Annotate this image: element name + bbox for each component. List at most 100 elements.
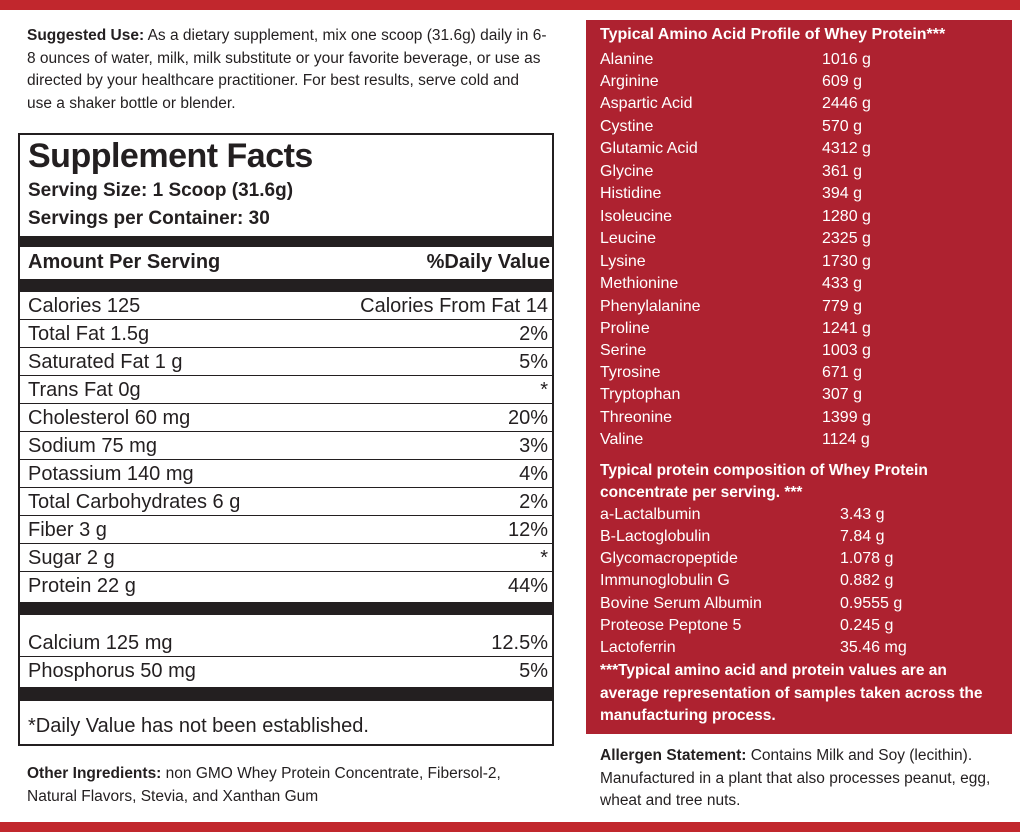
thick-divider xyxy=(20,236,552,247)
nutrient-label: Cholesterol 60 mg xyxy=(28,407,191,429)
amino-name: Glycine xyxy=(600,163,654,180)
amino-value: 1241 g xyxy=(822,320,871,337)
bottom-red-bar xyxy=(0,822,1020,832)
amino-name: Glutamic Acid xyxy=(600,140,698,157)
mineral-row: Calcium 125 mg 12.5% xyxy=(20,629,552,657)
protein-value: 0.9555 g xyxy=(840,595,903,612)
other-ingredients-text: Other Ingredients: non GMO Whey Protein … xyxy=(27,762,547,808)
nutrient-label: Fiber 3 g xyxy=(28,519,107,541)
nutrient-label: Trans Fat 0g xyxy=(28,379,141,401)
protein-value: 35.46 mg xyxy=(840,639,907,656)
amino-name: Methionine xyxy=(600,275,679,292)
nutrient-row: Fiber 3 g 12% xyxy=(20,516,552,544)
nutrient-row: Cholesterol 60 mg 20% xyxy=(20,404,552,432)
amount-per-serving-header: Amount Per Serving xyxy=(28,251,221,273)
amino-value: 1124 g xyxy=(822,431,870,448)
other-ingredients-label: Other Ingredients: xyxy=(27,765,162,782)
nutrient-row: Saturated Fat 1 g 5% xyxy=(20,348,552,376)
nutrient-value: 2% xyxy=(519,323,548,345)
servings-per-container: Servings per Container: 30 xyxy=(28,208,270,229)
amino-value: 609 g xyxy=(822,73,863,90)
amino-value: 361 g xyxy=(822,163,863,180)
amino-name: Histidine xyxy=(600,185,662,202)
nutrient-label: Protein 22 g xyxy=(28,575,136,597)
amino-name: Tyrosine xyxy=(600,364,661,381)
mineral-label: Phosphorus 50 mg xyxy=(28,660,196,682)
nutrient-row: Trans Fat 0g * xyxy=(20,376,552,404)
protein-name: Proteose Peptone 5 xyxy=(600,617,742,634)
nutrient-label: Total Fat 1.5g xyxy=(28,323,150,345)
nutrient-label: Sodium 75 mg xyxy=(28,435,157,457)
suggested-use-label: Suggested Use: xyxy=(27,27,145,44)
nutrient-row: Potassium 140 mg 4% xyxy=(20,460,552,488)
daily-value-footnote: *Daily Value has not been established. xyxy=(28,715,369,737)
protein-value: 1.078 g xyxy=(840,550,894,567)
mineral-value: 5% xyxy=(519,660,548,682)
protein-name: Bovine Serum Albumin xyxy=(600,595,762,612)
protein-value: 0.882 g xyxy=(840,572,894,589)
protein-value: 7.84 g xyxy=(840,528,885,545)
protein-name: a-Lactalbumin xyxy=(600,506,701,523)
nutrient-value: Calories From Fat 14 xyxy=(360,295,548,317)
amino-value: 1399 g xyxy=(822,409,871,426)
nutrient-label: Potassium 140 mg xyxy=(28,463,194,485)
protein-name: B-Lactoglobulin xyxy=(600,528,711,545)
nutrient-value: 20% xyxy=(507,407,548,429)
nutrient-row: Total Carbohydrates 6 g 2% xyxy=(20,488,552,516)
amino-profile-title: Typical Amino Acid Profile of Whey Prote… xyxy=(600,26,946,43)
mineral-label: Calcium 125 mg xyxy=(28,632,173,654)
protein-composition-title: Typical protein composition of Whey Prot… xyxy=(600,462,928,501)
amino-name: Phenylalanine xyxy=(600,298,701,315)
amino-name: Aspartic Acid xyxy=(600,95,693,112)
nutrient-value: * xyxy=(540,547,548,569)
amino-name: Lysine xyxy=(600,253,646,270)
allergen-label: Allergen Statement: xyxy=(600,747,747,764)
serving-size: Serving Size: 1 Scoop (31.6g) xyxy=(28,180,294,201)
amino-name: Alanine xyxy=(600,51,654,68)
nutrient-label: Total Carbohydrates 6 g xyxy=(28,491,241,513)
nutrient-row: Sodium 75 mg 3% xyxy=(20,432,552,460)
nutrient-label: Saturated Fat 1 g xyxy=(28,351,183,373)
nutrient-value: 12% xyxy=(507,519,548,541)
amino-value: 671 g xyxy=(822,364,863,381)
amino-value: 1280 g xyxy=(822,208,871,225)
nutrient-label: Sugar 2 g xyxy=(28,547,115,569)
nutrient-row: Total Fat 1.5g 2% xyxy=(20,320,552,348)
amino-name: Valine xyxy=(600,431,644,448)
nutrient-value: 2% xyxy=(519,491,548,513)
daily-value-header: %Daily Value xyxy=(426,251,550,273)
protein-name: Lactoferrin xyxy=(600,639,676,656)
nutrient-label: Calories 125 xyxy=(28,295,141,317)
nutrient-value: 5% xyxy=(519,351,548,373)
protein-name: Immunoglobulin G xyxy=(600,572,730,589)
amino-name: Leucine xyxy=(600,230,657,247)
amino-value: 1730 g xyxy=(822,253,871,270)
amino-value: 570 g xyxy=(822,118,863,135)
mineral-row: Phosphorus 50 mg 5% xyxy=(20,657,552,685)
top-red-bar xyxy=(0,0,1020,10)
amino-value: 1016 g xyxy=(822,51,871,68)
protein-name: Glycomacropeptide xyxy=(600,550,738,567)
nutrient-row: Protein 22 g 44% xyxy=(20,572,552,600)
amino-value: 1003 g xyxy=(822,342,871,359)
supplement-facts-panel: Supplement Facts Serving Size: 1 Scoop (… xyxy=(18,133,554,746)
amino-value: 779 g xyxy=(822,298,863,315)
amino-name: Isoleucine xyxy=(600,208,673,225)
amino-value: 394 g xyxy=(822,185,863,202)
amino-name: Arginine xyxy=(600,73,659,90)
amino-value: 307 g xyxy=(822,386,863,403)
allergen-body: Contains Milk and Soy (lecithin). Manufa… xyxy=(600,747,991,809)
protein-value: 3.43 g xyxy=(840,506,885,523)
nutrient-value: 4% xyxy=(519,463,548,485)
suggested-use-body: As a dietary supplement, mix one scoop (… xyxy=(27,27,547,112)
nutrient-value: 3% xyxy=(519,435,548,457)
protein-value: 0.245 g xyxy=(840,617,894,634)
amino-name: Cystine xyxy=(600,118,654,135)
amino-value: 4312 g xyxy=(822,140,871,157)
typical-values-note: ***Typical amino acid and protein values… xyxy=(600,662,983,724)
thick-divider xyxy=(20,279,552,292)
nutrient-row: Sugar 2 g * xyxy=(20,544,552,572)
nutrient-value: 44% xyxy=(507,575,548,597)
amino-value: 2325 g xyxy=(822,230,871,247)
amino-value: 2446 g xyxy=(822,95,871,112)
